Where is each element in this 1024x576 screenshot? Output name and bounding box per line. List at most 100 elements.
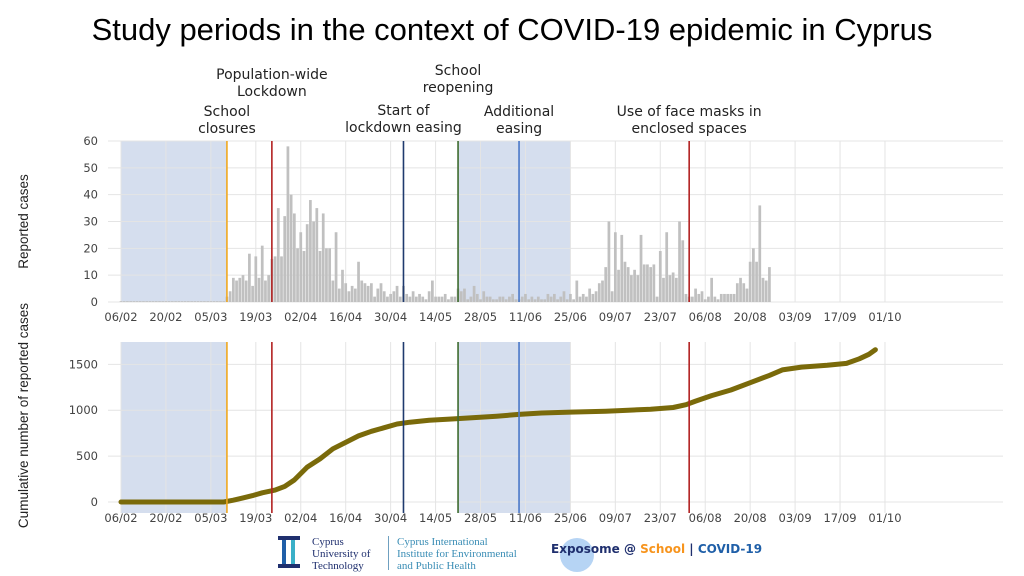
bar-mark [681, 240, 685, 302]
bar-mark [610, 291, 614, 302]
bar-mark [572, 299, 575, 302]
bar-mark [601, 280, 604, 302]
bar-mark [684, 293, 688, 302]
x-tick-label: 11/06 [509, 511, 542, 525]
x-tick-label: 05/03 [194, 511, 227, 525]
annotation-lockdown-easing: Start of lockdown easing [345, 103, 462, 136]
bar-mark [119, 301, 123, 302]
bar-mark [495, 299, 498, 302]
series-line [118, 347, 878, 505]
y-tick-label: 500 [76, 449, 98, 463]
bar-mark [370, 283, 373, 302]
bar-mark [723, 293, 726, 302]
y-tick-label: 1000 [69, 403, 98, 417]
bar-mark [655, 296, 659, 302]
bar-mark [357, 261, 360, 302]
bar-mark [434, 296, 437, 302]
x-tick-label: 02/04 [284, 310, 317, 324]
annotation-school-closures: School closures [198, 104, 256, 137]
bar-mark [453, 296, 457, 302]
bar-mark [726, 293, 730, 302]
bar-mark [703, 299, 707, 302]
bar-mark [382, 291, 386, 302]
y-tick-label: 1500 [69, 357, 98, 371]
annotation-population-lockdown: Population-wide Lockdown [216, 67, 328, 100]
bar-mark [248, 253, 251, 302]
bar-mark [379, 283, 383, 302]
bar-mark [691, 296, 694, 302]
bar-mark [729, 293, 733, 302]
bar-mark [257, 277, 261, 302]
ciiehph-line-2: Institute for Environmental [397, 548, 517, 560]
bar-mark [286, 146, 290, 302]
bar-mark [251, 285, 254, 302]
bar-mark [315, 208, 319, 302]
bar-mark [122, 301, 126, 302]
bar-mark [758, 205, 762, 302]
bar-mark [700, 291, 704, 302]
bar-mark [447, 299, 450, 302]
x-tick-label: 19/03 [239, 310, 272, 324]
study-period-band [458, 342, 571, 513]
bar-mark [164, 301, 168, 302]
bar-mark [267, 275, 271, 302]
bar-mark [636, 275, 640, 302]
bar-mark [337, 288, 341, 302]
bar-mark [604, 267, 608, 302]
x-tick-label: 03/09 [779, 511, 812, 525]
y-tick-label: 10 [83, 268, 98, 282]
y-axis-label: Cumulative number of reported cases [16, 303, 31, 528]
bar-mark [215, 301, 219, 302]
bar-mark [463, 288, 466, 302]
bar-mark [190, 301, 193, 302]
x-tick-label: 06/08 [689, 310, 722, 324]
x-tick-label: 09/07 [599, 310, 632, 324]
bar-mark [289, 194, 293, 302]
bar-mark [347, 291, 351, 302]
bar-mark [639, 234, 643, 302]
y-tick-label: 20 [83, 241, 98, 255]
bar-mark [366, 285, 370, 302]
bar-mark [597, 283, 601, 302]
bar-mark [154, 301, 158, 302]
bar-mark [203, 301, 206, 302]
bar-mark [472, 285, 476, 302]
bar-mark [748, 261, 752, 302]
bar-mark [414, 296, 418, 302]
bar-mark [520, 296, 524, 302]
x-tick-label: 17/09 [823, 310, 856, 324]
exposome-covid: COVID-19 [697, 542, 763, 556]
bar-mark [440, 296, 444, 302]
bar-mark [617, 269, 620, 302]
bar-mark [405, 293, 409, 302]
bar-mark [142, 301, 145, 302]
bar-mark [588, 288, 592, 302]
bar-mark [373, 296, 376, 302]
bar-mark [450, 296, 453, 302]
bar-mark [732, 293, 736, 302]
bar-mark [212, 301, 216, 302]
bar-mark [658, 251, 662, 302]
bar-mark [196, 301, 200, 302]
y-axis-label: Reported cases [16, 174, 31, 269]
x-tick-label: 02/04 [284, 511, 317, 525]
bar-mark [392, 291, 396, 302]
x-tick-label: 19/03 [239, 511, 272, 525]
x-tick-label: 23/07 [644, 310, 677, 324]
bar-mark [543, 299, 547, 302]
exposome-logo: Exposome @ School | COVID-19 [551, 542, 762, 556]
bar-mark [607, 221, 611, 302]
bar-mark [475, 293, 479, 302]
x-tick-label: 06/02 [104, 310, 137, 324]
bar-mark [148, 301, 152, 302]
bar-mark [540, 299, 543, 302]
bar-mark [626, 267, 630, 302]
x-tick-label: 30/04 [374, 511, 407, 525]
cut-name: Cyprus University of Technology [312, 536, 370, 572]
bar-mark [177, 301, 181, 302]
x-tick-label: 30/04 [374, 310, 407, 324]
x-tick-label: 25/06 [554, 310, 587, 324]
bar-mark [591, 293, 595, 302]
y-tick-label: 40 [83, 188, 98, 202]
x-tick-label: 01/10 [868, 511, 901, 525]
